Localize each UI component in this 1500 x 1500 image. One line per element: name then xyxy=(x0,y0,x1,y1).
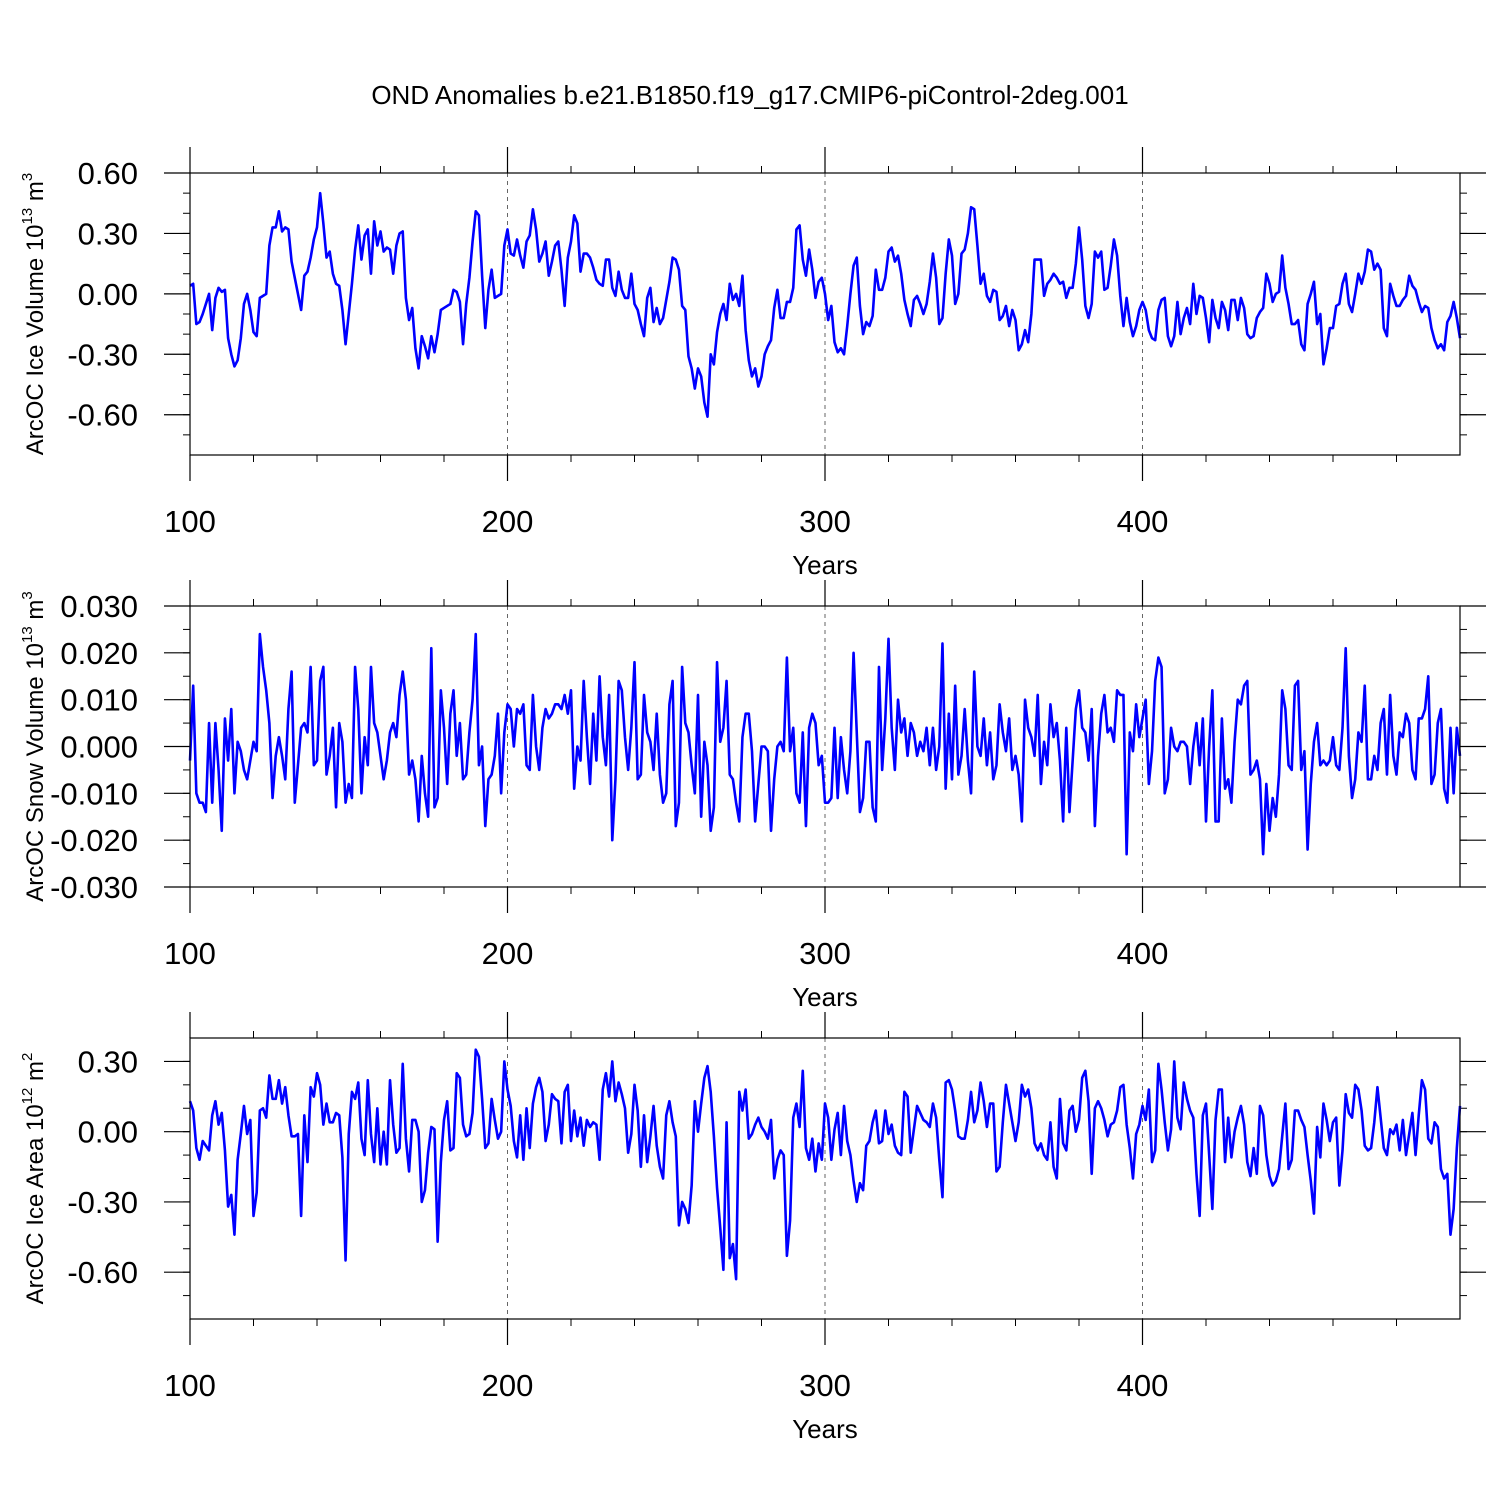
x-tick-label: 400 xyxy=(1117,504,1169,539)
panel-ice-volume: 0.60 0.30 0.00 -0.30 -0.60 100 200 300 400 Year… xyxy=(19,147,1486,580)
y-tick-label: -0.030 xyxy=(50,870,138,905)
x-tick-label: 300 xyxy=(799,1368,851,1403)
y-axis-label: ArcOC Ice Area 1012 m2 xyxy=(19,1053,49,1305)
y-tick-label: -0.60 xyxy=(67,1255,138,1290)
y-tick-label: -0.30 xyxy=(67,1185,138,1220)
y-tick-label: -0.020 xyxy=(50,823,138,858)
y-axis-label: ArcOC Snow Volume 1013 m3 xyxy=(19,591,49,902)
series-line xyxy=(189,191,1462,419)
x-tick-labels: 100 200 300 400 xyxy=(164,936,1168,971)
series-line xyxy=(188,1048,1462,1281)
x-tick-label: 100 xyxy=(164,504,216,539)
x-tick-label: 100 xyxy=(164,1368,216,1403)
major-ticks xyxy=(164,1012,1486,1345)
minor-ticks xyxy=(183,166,1467,462)
y-tick-labels: 0.60 0.30 0.00 -0.30 -0.60 xyxy=(67,156,138,433)
panel-snow-volume: 0.030 0.020 0.010 0.000 -0.010 -0.020 -0.030 1… xyxy=(19,580,1486,1012)
plot-frame xyxy=(189,1037,1461,1320)
x-tick-label: 200 xyxy=(482,1368,534,1403)
series-line xyxy=(188,632,1462,856)
major-ticks xyxy=(164,147,1486,481)
vertical-grid xyxy=(507,173,1143,455)
vertical-grid xyxy=(507,606,1143,887)
y-tick-label: -0.30 xyxy=(67,337,138,372)
y-tick-label: -0.60 xyxy=(67,398,138,433)
x-tick-label: 200 xyxy=(482,936,534,971)
y-tick-label: 0.010 xyxy=(60,683,138,718)
y-tick-label: 0.00 xyxy=(78,277,138,312)
y-tick-label: 0.00 xyxy=(78,1115,138,1150)
x-tick-labels: 100 200 300 400 xyxy=(164,1368,1168,1403)
y-tick-label: 0.60 xyxy=(78,156,138,191)
y-tick-label: 0.30 xyxy=(78,1044,138,1079)
x-axis-label: Years xyxy=(792,982,858,1012)
x-axis-label: Years xyxy=(792,1414,858,1444)
x-tick-label: 400 xyxy=(1117,936,1169,971)
x-tick-label: 200 xyxy=(482,504,534,539)
vertical-grid xyxy=(507,1038,1143,1319)
y-tick-label: 0.000 xyxy=(60,730,138,765)
x-tick-label: 100 xyxy=(164,936,216,971)
y-axis-label: ArcOC Ice Volume 1013 m3 xyxy=(19,173,49,455)
plot-frame xyxy=(189,172,1461,456)
major-ticks xyxy=(164,580,1486,913)
x-tick-labels: 100 200 300 400 xyxy=(164,504,1168,539)
x-axis-label: Years xyxy=(792,550,858,580)
y-tick-label: 0.020 xyxy=(60,636,138,671)
y-tick-label: 0.30 xyxy=(78,216,138,251)
y-tick-label: -0.010 xyxy=(50,776,138,811)
y-tick-labels: 0.30 0.00 -0.30 -0.60 xyxy=(67,1044,138,1290)
figure-title: OND Anomalies b.e21.B1850.f19_g17.CMIP6-… xyxy=(371,80,1128,110)
y-tick-label: 0.030 xyxy=(60,589,138,624)
x-tick-label: 300 xyxy=(799,504,851,539)
x-tick-label: 400 xyxy=(1117,1368,1169,1403)
x-tick-label: 300 xyxy=(799,936,851,971)
panel-ice-area: 0.30 0.00 -0.30 -0.60 100 200 300 400 Years Ar… xyxy=(19,1012,1486,1444)
plot-frame xyxy=(189,605,1461,888)
y-tick-labels: 0.030 0.020 0.010 0.000 -0.010 -0.020 -0.030 xyxy=(50,589,138,905)
